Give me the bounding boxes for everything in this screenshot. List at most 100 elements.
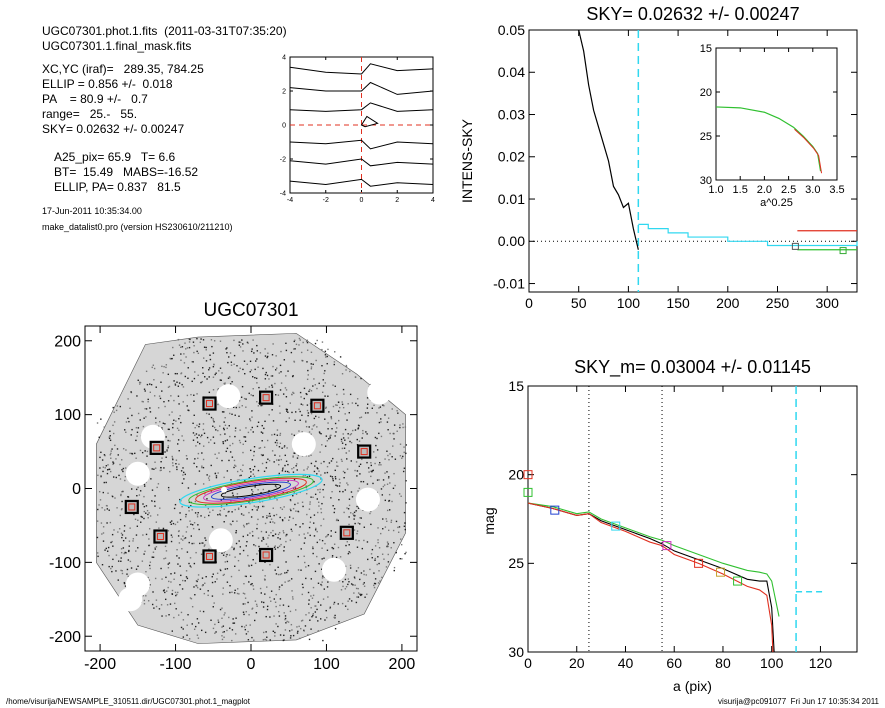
image-noise-dot [387, 477, 390, 479]
inset-xtick-label: 1.5 [733, 184, 748, 196]
image-noise-dot [312, 594, 315, 597]
image-noise-dot [342, 490, 344, 493]
image-noise-dot [223, 521, 225, 523]
image-noise-dot [179, 584, 181, 586]
image-noise-dot [255, 603, 258, 606]
image-noise-dot [266, 355, 269, 358]
image-noise-dot [265, 531, 268, 533]
contour-line-3 [289, 139, 434, 150]
image-noise-dot [236, 592, 239, 595]
sky-xtick-label: 0 [525, 295, 533, 311]
image-noise-dot [373, 586, 376, 589]
image-noise-dot [223, 421, 225, 423]
image-noise-dot [391, 500, 393, 503]
image-noise-dot [287, 580, 289, 582]
image-noise-dot [252, 490, 254, 493]
image-noise-dot [321, 547, 323, 549]
image-noise-dot [214, 472, 217, 475]
image-noise-dot [290, 351, 293, 354]
image-noise-dot [188, 510, 190, 512]
image-noise-dot [303, 533, 305, 535]
image-noise-dot [122, 470, 124, 473]
image-noise-dot [207, 507, 209, 510]
image-noise-dot [202, 584, 204, 586]
image-noise-dot [301, 501, 304, 503]
image-noise-dot [349, 433, 352, 436]
image-noise-dot [222, 631, 224, 634]
image-noise-dot [301, 583, 304, 586]
image-noise-dot [165, 615, 167, 617]
image-noise-dot [308, 526, 311, 529]
image-noise-dot [243, 360, 246, 362]
image-noise-dot [292, 375, 294, 377]
image-noise-dot [294, 419, 296, 421]
image-noise-dot [253, 352, 255, 354]
image-noise-dot [238, 540, 240, 542]
image-noise-dot [323, 484, 326, 486]
image-noise-dot [177, 614, 180, 616]
image-noise-dot [332, 384, 334, 386]
sky-box-inner [360, 448, 368, 456]
image-noise-dot [112, 462, 115, 464]
contour-ytick-label: 2 [282, 88, 286, 95]
image-noise-dot [260, 492, 262, 494]
image-noise-dot [155, 417, 157, 419]
image-noise-dot [275, 355, 277, 357]
image-noise-dot [324, 472, 326, 474]
image-noise-dot [382, 404, 384, 406]
image-noise-dot [348, 516, 350, 518]
image-noise-dot [352, 513, 354, 515]
image-noise-dot [283, 359, 286, 361]
image-noise-dot [370, 464, 372, 467]
image-noise-dot [281, 584, 283, 586]
image-noise-dot [110, 567, 112, 570]
inset-ytick-label: 20 [700, 87, 712, 99]
image-noise-dot [181, 346, 184, 348]
image-noise-dot [149, 407, 151, 409]
image-noise-dot [242, 611, 245, 613]
image-noise-dot [351, 496, 354, 498]
image-noise-dot [254, 600, 257, 602]
image-noise-dot [347, 484, 349, 486]
image-noise-dot [289, 637, 292, 639]
image-noise-dot [389, 482, 391, 484]
image-noise-dot [283, 445, 286, 447]
image-noise-dot [277, 625, 279, 628]
image-noise-dot [153, 500, 156, 503]
image-noise-dot [344, 413, 346, 415]
image-noise-dot [309, 534, 311, 537]
image-noise-dot [223, 573, 225, 576]
image-noise-dot [234, 414, 236, 416]
image-noise-dot [303, 469, 305, 471]
image-noise-dot [261, 601, 263, 603]
image-noise-dot [271, 386, 274, 388]
image-noise-dot [355, 539, 357, 541]
image-noise-dot [259, 447, 262, 449]
image-noise-dot [278, 615, 281, 617]
image-noise-dot [400, 543, 403, 546]
image-noise-dot [178, 418, 180, 420]
image-noise-dot [234, 556, 236, 558]
image-noise-dot [151, 556, 153, 558]
image-noise-dot [244, 597, 247, 599]
image-noise-dot [393, 542, 395, 544]
image-noise-dot [184, 537, 187, 539]
image-noise-dot [145, 570, 147, 573]
image-noise-dot [248, 581, 250, 583]
image-noise-dot [287, 411, 289, 413]
image-noise-dot [135, 534, 138, 536]
image-noise-dot [292, 471, 295, 473]
image-noise-dot [399, 557, 401, 560]
image-noise-dot [271, 384, 273, 386]
image-noise-dot [208, 441, 210, 444]
image-noise-dot [332, 479, 334, 482]
image-noise-dot [357, 587, 359, 590]
image-noise-dot [210, 619, 212, 621]
image-noise-dot [354, 429, 357, 431]
image-noise-dot [100, 451, 102, 454]
image-noise-dot [183, 478, 185, 480]
image-noise-dot [367, 558, 369, 561]
image-noise-dot [357, 424, 360, 427]
image-noise-dot [264, 355, 267, 357]
image-noise-dot [143, 388, 146, 390]
